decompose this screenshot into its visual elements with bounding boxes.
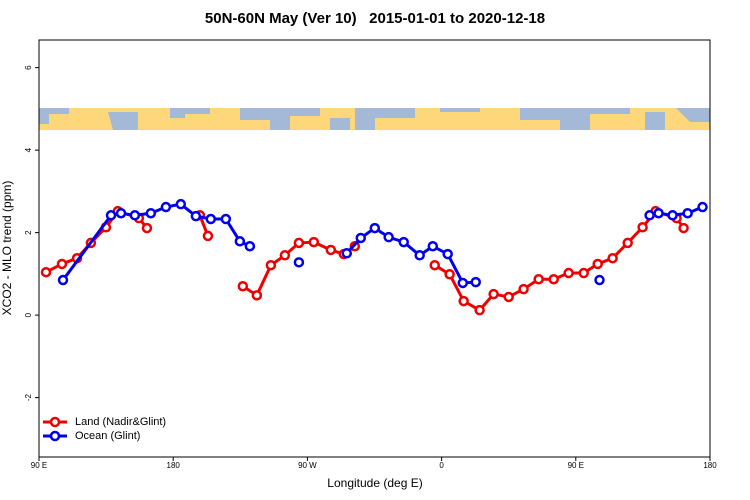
point xyxy=(293,257,305,268)
point xyxy=(644,210,655,221)
point xyxy=(105,210,117,221)
point xyxy=(279,250,291,261)
chart-title: 50N-60N May (Ver 10) 2015-01-01 to 2020-… xyxy=(205,10,545,27)
legend-marker xyxy=(49,416,61,428)
plot-frame xyxy=(38,39,711,458)
point xyxy=(265,259,277,271)
point xyxy=(237,280,249,292)
point xyxy=(442,248,453,260)
point xyxy=(427,240,439,252)
point xyxy=(325,244,337,256)
x-tick-label: 90 E xyxy=(31,461,47,470)
point xyxy=(518,283,529,295)
point xyxy=(175,198,187,210)
point xyxy=(682,207,693,219)
map-strip xyxy=(39,108,710,130)
legend-marker xyxy=(49,430,61,442)
point xyxy=(622,237,633,249)
point xyxy=(697,201,708,213)
point xyxy=(308,236,320,248)
point xyxy=(190,210,202,222)
point xyxy=(398,236,409,248)
point xyxy=(220,213,232,225)
point xyxy=(457,277,469,289)
point xyxy=(488,288,499,300)
point xyxy=(57,274,69,286)
x-tick-label: 90 W xyxy=(298,461,317,470)
point xyxy=(205,213,217,225)
point xyxy=(293,237,305,249)
point xyxy=(202,230,214,242)
point xyxy=(56,258,68,270)
point xyxy=(145,207,157,219)
point xyxy=(244,240,256,252)
y-tick-label: 6 xyxy=(24,65,33,70)
point xyxy=(594,274,605,286)
point xyxy=(160,201,172,213)
x-tick-label: 0 xyxy=(439,461,444,470)
point xyxy=(115,207,127,219)
point xyxy=(251,290,263,301)
point xyxy=(355,232,367,244)
point xyxy=(383,231,394,243)
legend-label: Ocean (Glint) xyxy=(75,430,140,442)
point xyxy=(637,222,648,233)
y-tick-label: 4 xyxy=(24,147,33,152)
y-axis-label: XCO2 - MLO trend (ppm) xyxy=(0,181,14,316)
point xyxy=(607,252,618,264)
point xyxy=(653,207,664,219)
point xyxy=(40,266,52,278)
x-tick-label: 180 xyxy=(167,461,181,470)
point xyxy=(429,259,440,271)
point xyxy=(369,222,381,234)
point xyxy=(470,276,481,288)
point xyxy=(444,269,455,280)
point xyxy=(458,295,469,307)
point xyxy=(578,267,589,279)
point xyxy=(592,258,603,270)
point xyxy=(234,236,246,247)
point xyxy=(533,273,544,285)
point xyxy=(563,267,574,279)
point xyxy=(414,250,425,261)
y-tick-label: 0 xyxy=(24,312,33,317)
point xyxy=(341,247,353,259)
y-tick-label: -2 xyxy=(24,394,33,402)
y-tick-label: 2 xyxy=(24,230,33,235)
legend-label: Land (Nadir&Glint) xyxy=(75,416,166,428)
point xyxy=(474,304,485,316)
series-line xyxy=(45,209,685,313)
point xyxy=(503,291,514,303)
point xyxy=(141,222,153,234)
x-tick-label: 90 E xyxy=(568,461,584,470)
point xyxy=(548,273,559,285)
x-tick-label: 180 xyxy=(703,461,717,470)
point xyxy=(678,222,689,234)
x-axis-label: Longitude (deg E) xyxy=(327,476,422,490)
point xyxy=(667,210,678,221)
point xyxy=(129,210,141,221)
series-line xyxy=(61,202,704,285)
